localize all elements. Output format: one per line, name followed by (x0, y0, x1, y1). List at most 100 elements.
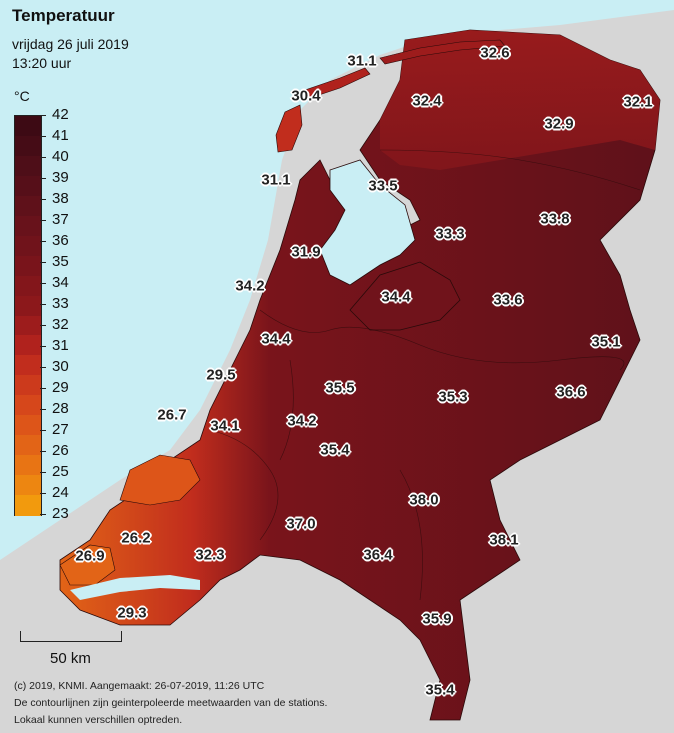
legend-tick (40, 430, 46, 431)
station-temperature: 32.1 (623, 93, 653, 111)
legend-tick-label: 35 (52, 253, 69, 270)
legend-tick (40, 514, 46, 515)
ameland-schiermonnikoog (379, 39, 506, 65)
legend-tick (40, 262, 46, 263)
station-temperature: 33.8 (540, 210, 570, 228)
legend-tick-label: 40 (52, 148, 69, 165)
legend-tick (40, 493, 46, 494)
contour-line (399, 469, 423, 601)
map-date: vrijdag 26 juli 2019 (12, 36, 129, 52)
legend-tick (40, 220, 46, 221)
legend-tick (40, 325, 46, 326)
legend-unit: °C (14, 88, 30, 104)
station-temperature: 36.6 (556, 383, 586, 401)
legend-tick-label: 30 (52, 358, 69, 375)
station-temperature: 37.0 (286, 515, 316, 533)
legend-tick-label: 37 (52, 211, 69, 228)
station-temperature: 33.6 (493, 291, 523, 309)
legend-color-band (15, 195, 41, 217)
station-temperature: 32.9 (544, 115, 574, 133)
station-temperature: 33.5 (368, 177, 398, 195)
north-sea (0, 0, 674, 560)
zeeland-islands (119, 454, 201, 506)
vlieland-terschelling (304, 67, 371, 99)
station-temperature: 38.1 (489, 531, 519, 549)
legend-tick-label: 34 (52, 274, 69, 291)
station-temperature: 26.9 (75, 547, 105, 565)
legend-color-band (15, 175, 41, 197)
legend-color-band (15, 275, 41, 297)
legend-color-band (15, 135, 41, 157)
station-temperature: 38.0 (409, 491, 439, 509)
scale-bar (20, 631, 122, 642)
legend-color-band (15, 455, 41, 477)
legend-color-band (15, 435, 41, 457)
legend-tick (40, 157, 46, 158)
legend-tick (40, 283, 46, 284)
station-temperature: 35.4 (320, 441, 350, 459)
legend-color-band (15, 155, 41, 177)
flevoland (349, 261, 461, 331)
legend-tick-label: 33 (52, 295, 69, 312)
legend-tick (40, 304, 46, 305)
legend-color-band (15, 235, 41, 257)
station-temperature: 33.3 (435, 225, 465, 243)
contour-line (209, 429, 279, 541)
station-temperature: 35.4 (425, 681, 455, 699)
legend-tick-label: 28 (52, 400, 69, 417)
walcheren (59, 544, 116, 586)
legend-color-band (15, 116, 41, 137)
station-temperature: 26.2 (121, 529, 151, 547)
legend-tick-label: 39 (52, 169, 69, 186)
legend-color-band (15, 315, 41, 337)
legend-tick-label: 31 (52, 337, 69, 354)
legend-tick-label: 25 (52, 463, 69, 480)
legend-tick (40, 241, 46, 242)
legend-tick (40, 472, 46, 473)
map-time: 13:20 uur (12, 55, 72, 71)
station-temperature: 35.9 (422, 610, 452, 628)
westerschelde (70, 575, 200, 600)
station-temperature: 31.9 (291, 243, 321, 261)
legend-tick-label: 27 (52, 421, 69, 438)
north-region (380, 30, 660, 170)
legend-tick (40, 199, 46, 200)
station-temperature: 31.1 (347, 52, 377, 70)
contour-line (259, 309, 625, 371)
legend-tick (40, 346, 46, 347)
legend-color-band (15, 415, 41, 437)
station-temperature: 35.1 (591, 333, 621, 351)
station-temperature: 35.5 (325, 379, 355, 397)
station-temperature: 29.3 (117, 604, 147, 622)
station-temperature: 32.3 (195, 546, 225, 564)
station-temperature: 32.4 (412, 92, 442, 110)
color-legend (14, 115, 42, 516)
legend-color-band (15, 335, 41, 357)
footer-note-1: De contourlijnen zijn geinterpoleerde me… (14, 697, 328, 709)
station-temperature: 34.1 (210, 417, 240, 435)
legend-tick-label: 38 (52, 190, 69, 207)
footer-note-2: Lokaal kunnen verschillen optreden. (14, 714, 183, 726)
legend-color-band (15, 215, 41, 237)
netherlands-land (59, 29, 661, 721)
station-temperature: 34.4 (381, 288, 411, 306)
station-temperature: 32.6 (480, 44, 510, 62)
copyright-text: (c) 2019, KNMI. Aangemaakt: 26-07-2019, … (14, 680, 265, 692)
legend-tick-label: 41 (52, 127, 69, 144)
station-temperature: 30.4 (291, 87, 321, 105)
legend-tick (40, 367, 46, 368)
contour-line (279, 359, 294, 461)
legend-tick (40, 115, 46, 116)
legend-tick (40, 388, 46, 389)
legend-color-band (15, 475, 41, 497)
station-temperature: 34.2 (235, 277, 265, 295)
scale-label: 50 km (50, 650, 91, 667)
station-temperature: 31.1 (261, 171, 291, 189)
legend-color-band (15, 255, 41, 277)
legend-tick-label: 24 (52, 484, 69, 501)
legend-color-band (15, 355, 41, 377)
legend-color-band (15, 295, 41, 317)
contour-line (379, 149, 641, 191)
legend-tick-label: 29 (52, 379, 69, 396)
